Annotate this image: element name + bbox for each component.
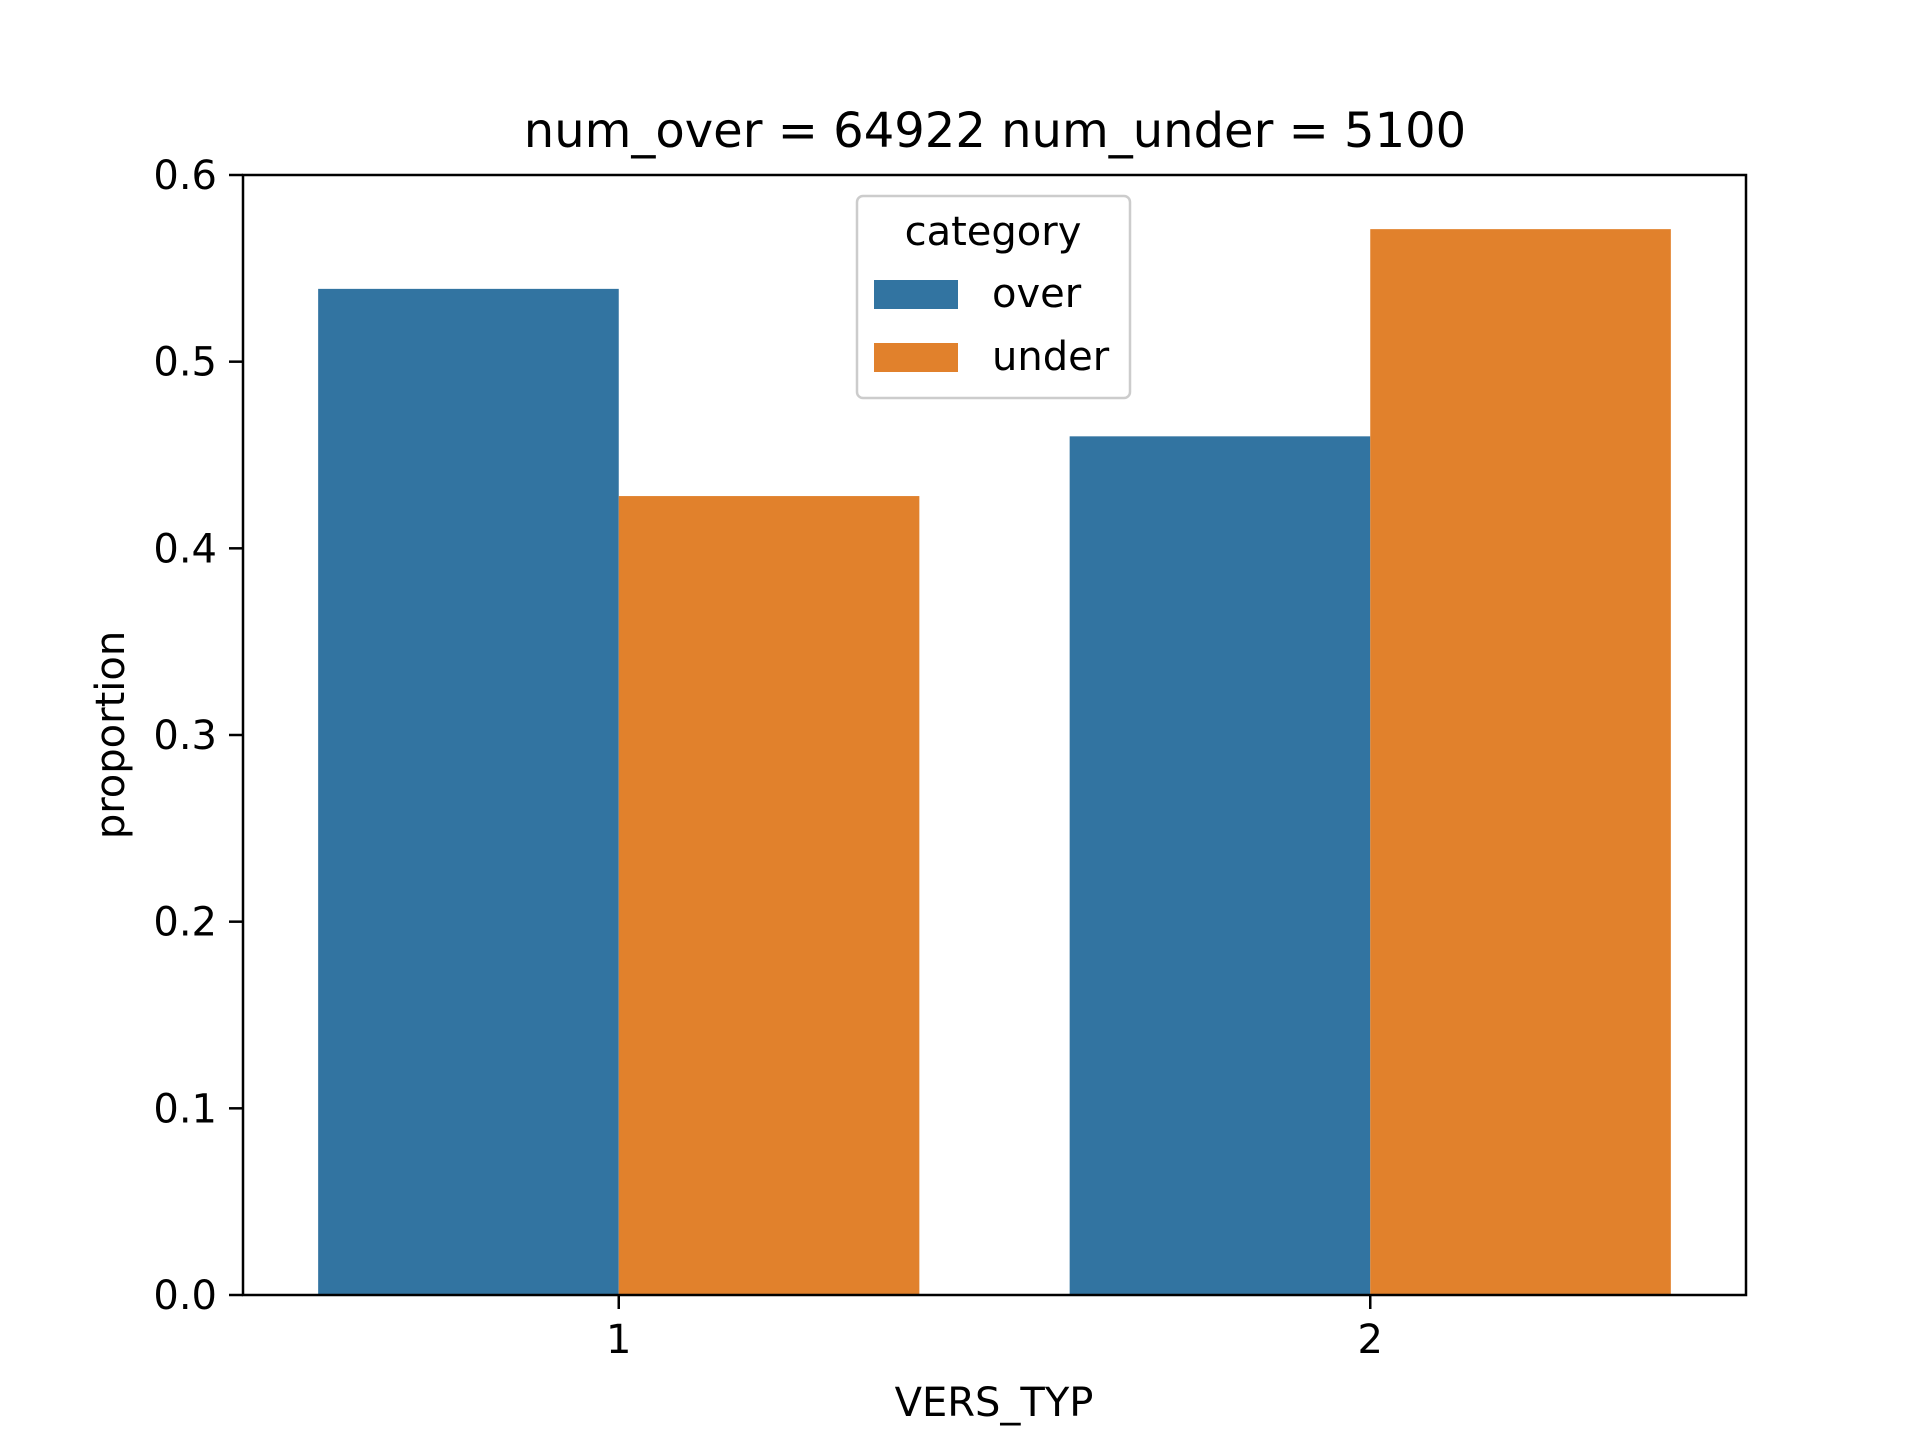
legend-swatch-under: [874, 343, 958, 372]
y-tick-label: 0.6: [153, 153, 217, 199]
legend: category over under: [855, 194, 1132, 400]
legend-label-over: over: [992, 271, 1082, 317]
y-tick-label: 0.0: [153, 1273, 217, 1319]
bars-group: [318, 229, 1671, 1296]
y-tick-label: 0.4: [153, 526, 217, 572]
y-tick-label: 0.5: [153, 340, 217, 386]
y-tick-label: 0.3: [153, 713, 217, 759]
x-axis-label: VERS_TYP: [895, 1380, 1094, 1426]
bar-over-1: [318, 288, 619, 1295]
x-tick-label: 2: [1358, 1317, 1383, 1363]
y-axis: 0.0 0.1 0.2 0.3 0.4 0.5 0.6: [153, 153, 243, 1319]
bar-under-1: [618, 496, 920, 1296]
y-tick-label: 0.2: [153, 900, 217, 946]
bar-over-2: [1069, 436, 1371, 1295]
legend-label-under: under: [992, 334, 1110, 380]
legend-title: category: [905, 209, 1082, 255]
x-tick-label: 1: [606, 1317, 631, 1363]
legend-swatch-over: [874, 280, 958, 309]
chart-title: num_over = 64922 num_under = 5100: [524, 103, 1466, 159]
y-axis-label: proportion: [88, 631, 134, 839]
bar-under-2: [1370, 229, 1671, 1296]
y-tick-label: 0.1: [153, 1086, 217, 1132]
